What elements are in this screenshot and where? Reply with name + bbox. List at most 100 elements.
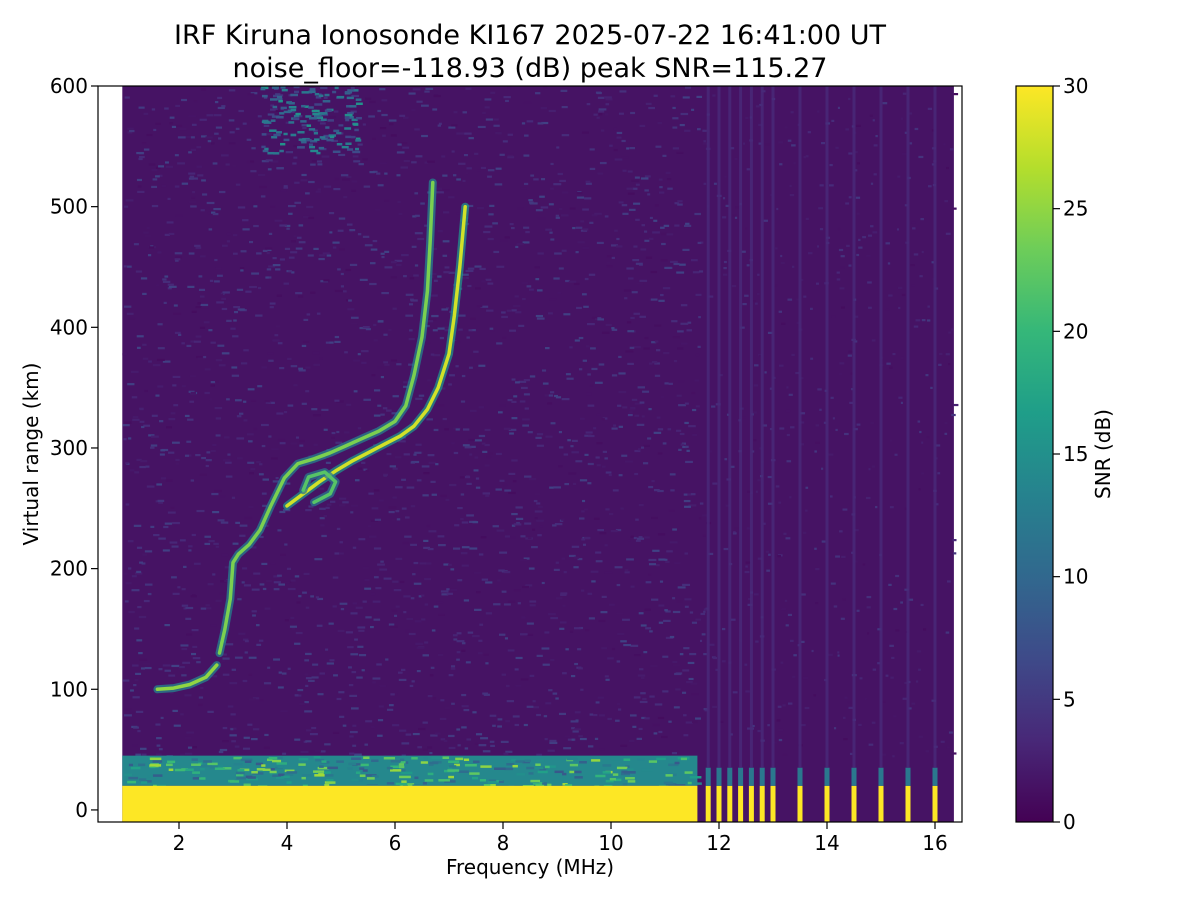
noise-cell (743, 567, 747, 570)
clutter-cell (166, 763, 173, 767)
noise-cell (430, 353, 435, 356)
noise-cell (524, 134, 529, 137)
noise-cell (410, 597, 415, 600)
noise-cell (713, 656, 718, 660)
clutter-cell (283, 775, 290, 779)
noise-cell (588, 434, 595, 438)
noise-cell (231, 374, 240, 377)
noise-cell (416, 646, 425, 649)
spread-echo-cell (287, 109, 293, 113)
noise-cell (226, 240, 231, 243)
noise-cell (866, 254, 871, 257)
noise-cell (703, 653, 707, 656)
noise-cell (682, 583, 691, 587)
noise-cell (725, 504, 730, 507)
noise-cell (698, 517, 702, 520)
noise-cell (172, 709, 178, 713)
noise-cell (319, 254, 326, 257)
noise-cell (350, 511, 354, 514)
noise-cell (283, 482, 291, 485)
noise-cell (549, 231, 553, 234)
noise-cell (475, 733, 483, 736)
noise-cell (548, 613, 556, 616)
noise-cell (582, 543, 586, 546)
spread-echo-cell (300, 120, 307, 123)
noise-cell (293, 235, 297, 238)
noise-cell (323, 185, 332, 188)
noise-cell (237, 598, 242, 601)
noise-cell (839, 287, 845, 290)
clutter-cell (191, 763, 201, 766)
noise-cell (140, 277, 148, 280)
spread-echo-cell (305, 115, 312, 118)
noise-cell (210, 449, 216, 453)
noise-cell (597, 172, 604, 175)
clutter-cell (448, 765, 457, 768)
noise-cell (424, 578, 432, 581)
noise-cell (851, 551, 854, 554)
noise-cell (210, 624, 217, 627)
noise-cell (195, 246, 202, 249)
noise-cell (281, 101, 290, 104)
noise-cell (644, 175, 651, 178)
noise-cell (242, 228, 250, 231)
noise-cell (668, 384, 673, 387)
noise-cell (275, 325, 281, 328)
noise-cell (184, 752, 193, 755)
noise-cell (133, 726, 139, 729)
noise-cell (403, 595, 411, 598)
spread-echo-cell (293, 90, 299, 94)
noise-cell (486, 309, 494, 312)
noise-cell (229, 682, 238, 685)
noise-cell (943, 143, 946, 146)
noise-cell (253, 427, 258, 431)
noise-cell (466, 738, 472, 741)
noise-cell (441, 387, 446, 390)
noise-cell (339, 248, 345, 251)
clutter-cell (199, 777, 206, 780)
noise-cell (258, 639, 264, 642)
noise-cell (416, 479, 422, 482)
noise-cell (215, 434, 221, 437)
noise-cell (485, 494, 490, 497)
noise-cell (236, 437, 245, 440)
noise-cell (238, 412, 244, 415)
noise-cell (676, 600, 683, 603)
noise-cell (785, 409, 791, 413)
noise-cell (443, 563, 450, 566)
noise-cell (523, 182, 529, 186)
noise-cell (469, 453, 473, 456)
noise-cell (334, 399, 340, 402)
noise-cell (171, 576, 177, 579)
noise-cell (401, 507, 407, 510)
noise-cell (778, 738, 783, 742)
noise-cell (536, 654, 543, 657)
noise-cell (288, 256, 295, 259)
noise-cell (270, 457, 278, 460)
noise-cell (225, 461, 232, 464)
clutter-cell (149, 764, 162, 767)
noise-cell (511, 524, 516, 527)
noise-cell (496, 342, 503, 345)
noise-cell (680, 112, 689, 116)
noise-cell (567, 439, 571, 442)
noise-cell (390, 693, 395, 696)
noise-cell (627, 170, 633, 173)
noise-cell (223, 459, 231, 462)
noise-cell (291, 271, 295, 274)
noise-cell (532, 700, 536, 703)
noise-cell (460, 400, 466, 403)
noise-cell (701, 633, 706, 636)
noise-cell (505, 99, 509, 103)
noise-cell (862, 236, 867, 239)
noise-cell (867, 281, 872, 284)
noise-cell (338, 504, 346, 507)
noise-cell (451, 442, 455, 445)
spread-echo-cell (351, 118, 358, 122)
noise-cell (375, 587, 382, 590)
noise-cell (221, 352, 230, 355)
noise-cell (326, 254, 332, 257)
noise-cell (272, 480, 280, 483)
noise-cell (949, 148, 954, 151)
noise-cell (515, 311, 522, 314)
